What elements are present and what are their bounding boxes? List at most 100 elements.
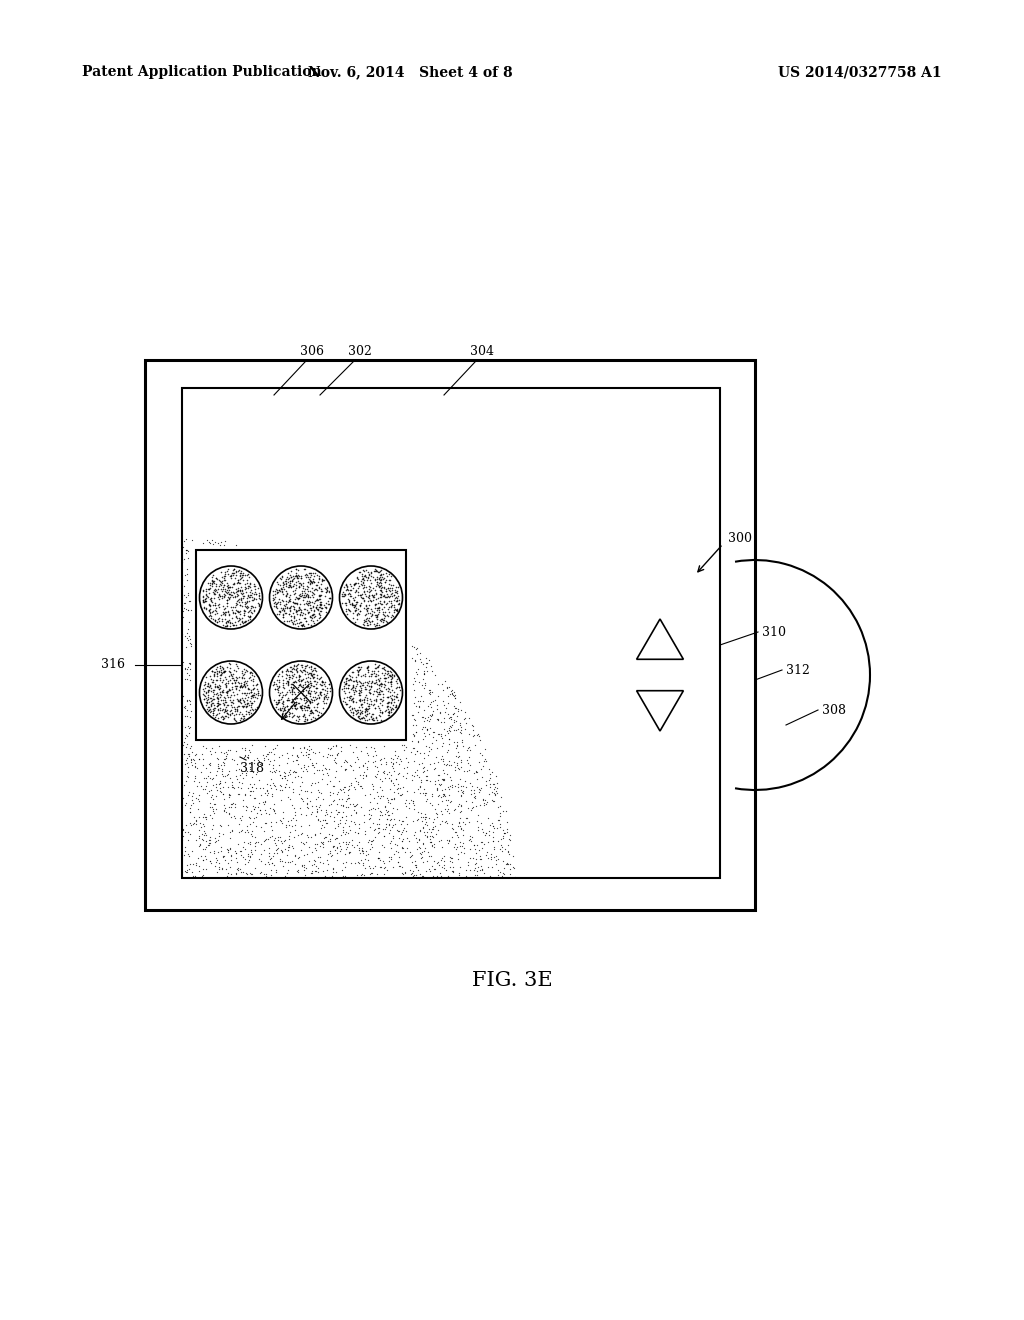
Point — [204, 602, 220, 623]
Point — [492, 805, 508, 826]
Point — [313, 597, 330, 618]
Point — [315, 678, 332, 700]
Point — [278, 576, 294, 597]
Point — [233, 579, 250, 601]
Point — [384, 684, 400, 705]
Point — [293, 779, 309, 800]
Point — [198, 837, 214, 858]
Point — [203, 668, 219, 689]
Point — [222, 837, 239, 858]
Point — [461, 723, 477, 744]
Point — [418, 861, 434, 882]
Point — [278, 585, 294, 606]
Point — [370, 847, 386, 869]
Point — [205, 594, 221, 615]
Point — [285, 690, 301, 711]
Point — [419, 766, 435, 787]
Point — [243, 846, 259, 867]
Point — [180, 689, 197, 710]
Point — [280, 577, 296, 598]
Point — [408, 722, 424, 743]
Point — [245, 780, 261, 801]
Point — [485, 836, 502, 857]
Point — [497, 822, 513, 843]
Point — [376, 735, 392, 756]
Point — [462, 829, 478, 850]
Point — [309, 801, 326, 822]
Point — [386, 685, 402, 706]
Point — [351, 595, 368, 616]
Point — [226, 807, 243, 828]
Point — [217, 692, 233, 713]
Point — [237, 611, 253, 632]
Point — [205, 698, 221, 719]
Point — [269, 693, 286, 714]
Point — [226, 558, 243, 579]
Point — [218, 676, 234, 697]
Point — [359, 587, 376, 609]
Point — [224, 678, 241, 700]
Point — [212, 586, 228, 607]
Point — [417, 675, 433, 696]
Point — [416, 742, 432, 763]
Point — [347, 700, 364, 721]
Point — [384, 755, 400, 776]
Point — [242, 599, 258, 620]
Point — [251, 585, 267, 606]
Point — [338, 693, 354, 714]
Point — [386, 594, 402, 615]
Point — [365, 858, 381, 879]
Point — [224, 776, 241, 797]
Point — [344, 688, 360, 709]
Point — [438, 789, 455, 810]
Point — [299, 825, 315, 846]
Point — [453, 717, 469, 738]
Point — [202, 702, 218, 723]
Point — [394, 735, 411, 756]
Point — [382, 809, 398, 830]
Point — [241, 752, 257, 774]
Point — [279, 597, 295, 618]
Point — [424, 855, 440, 876]
Point — [332, 836, 348, 857]
Point — [415, 690, 431, 711]
Point — [202, 762, 218, 783]
Point — [241, 694, 257, 715]
Point — [249, 688, 265, 709]
Point — [283, 657, 299, 678]
Point — [494, 829, 510, 850]
Point — [297, 656, 313, 677]
Point — [186, 752, 203, 774]
Point — [287, 688, 303, 709]
Point — [291, 784, 307, 805]
Point — [385, 698, 401, 719]
Point — [297, 663, 313, 684]
Point — [274, 812, 291, 833]
Point — [293, 697, 309, 718]
Point — [360, 665, 377, 686]
Point — [294, 682, 310, 704]
Point — [309, 579, 326, 601]
Point — [453, 756, 469, 777]
Point — [374, 657, 390, 678]
Point — [390, 576, 407, 597]
Point — [356, 689, 373, 710]
Point — [370, 822, 386, 843]
Point — [303, 772, 319, 793]
Point — [205, 789, 221, 810]
Point — [306, 603, 323, 624]
Point — [276, 570, 293, 591]
Point — [422, 718, 438, 739]
Point — [362, 737, 379, 758]
Point — [306, 565, 323, 586]
Point — [310, 603, 327, 624]
Point — [429, 737, 445, 758]
Point — [438, 676, 455, 697]
Point — [195, 748, 211, 770]
Point — [288, 599, 304, 620]
Point — [228, 590, 245, 611]
Text: 300: 300 — [728, 532, 752, 544]
Point — [468, 725, 484, 746]
Point — [378, 583, 394, 605]
Point — [467, 735, 483, 756]
